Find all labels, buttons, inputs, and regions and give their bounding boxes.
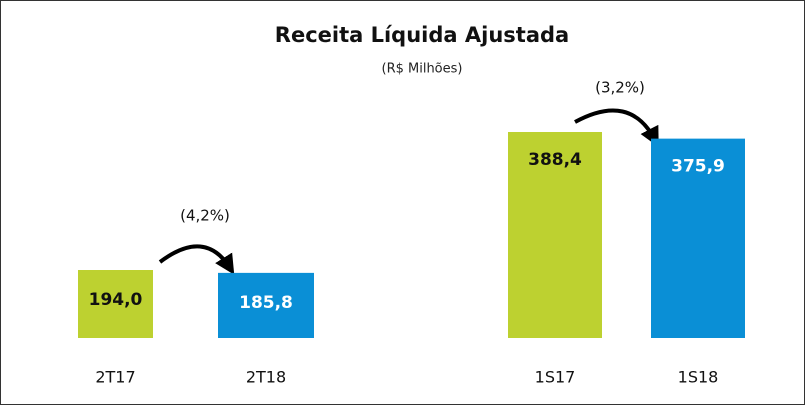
data-label: 185,8 (239, 293, 293, 313)
annotation: (3,2%) (595, 79, 645, 97)
bar (508, 132, 602, 338)
arrow (158, 244, 235, 275)
x-tick-label: 2T17 (95, 368, 135, 387)
annotation: (4,2%) (180, 207, 230, 225)
data-label: 388,4 (528, 150, 582, 170)
x-tick-label: 1S17 (535, 368, 576, 387)
arrow (574, 108, 659, 148)
chart-subtitle: (R$ Milhões) (382, 62, 463, 77)
bar (651, 138, 745, 338)
x-tick-label: 1S18 (678, 368, 719, 387)
bar (218, 272, 314, 338)
data-label: 194,0 (89, 290, 143, 310)
x-tick-label: 2T18 (246, 368, 286, 387)
chart-title: Receita Líquida Ajustada (275, 23, 569, 47)
data-label: 375,9 (671, 157, 725, 177)
bar (78, 270, 153, 338)
